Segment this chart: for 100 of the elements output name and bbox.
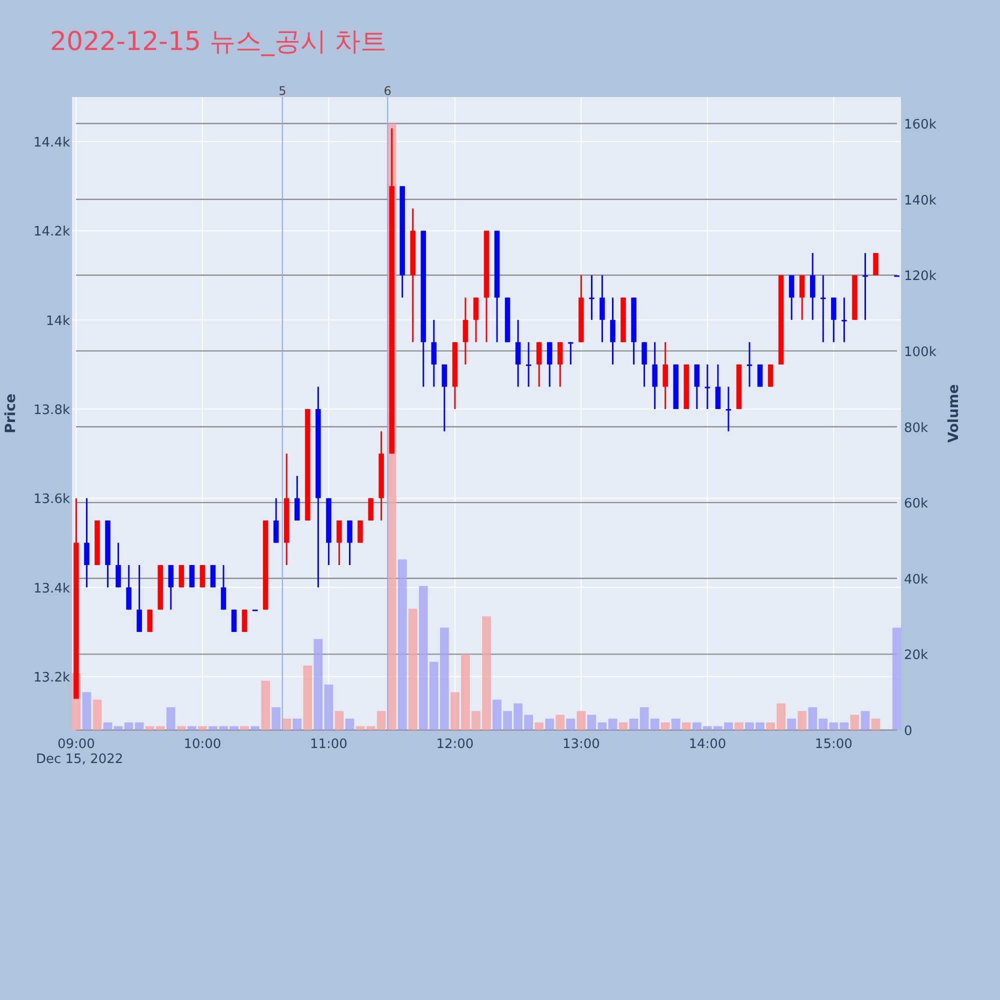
candlestick [273, 497, 279, 544]
candlestick [189, 564, 195, 588]
bar [303, 666, 312, 730]
candlestick [210, 564, 216, 588]
bar [682, 722, 691, 730]
candlestick [368, 497, 374, 522]
candlestick [694, 364, 700, 410]
candlestick [116, 542, 121, 588]
bar [198, 726, 207, 730]
candlestick [178, 564, 184, 588]
bar [618, 722, 628, 730]
y2-tick-label: 140k [904, 193, 937, 208]
bar [660, 722, 670, 730]
bar [587, 714, 596, 730]
y-tick-label: 13.8k [34, 403, 70, 418]
candlestick [831, 296, 836, 343]
bar [598, 722, 607, 730]
bar [608, 718, 618, 730]
bar [640, 707, 649, 730]
bar [292, 718, 302, 730]
bar [798, 711, 807, 730]
x-tick-label: 11:00 [310, 737, 348, 752]
candlestick [136, 564, 142, 633]
bar [376, 711, 386, 730]
bar [103, 722, 112, 730]
bar [188, 726, 196, 730]
bar [134, 722, 144, 730]
candlestick [746, 341, 752, 388]
bar [114, 726, 123, 730]
candlestick [294, 475, 300, 522]
candlestick [662, 341, 668, 410]
bar [324, 684, 334, 730]
ref-line-label: 5 [278, 84, 286, 98]
chart-title: 2022-12-15 뉴스_공시 차트 [50, 27, 387, 57]
y2-axis-title: Volume [946, 384, 962, 443]
bar [314, 639, 323, 730]
bar [629, 718, 638, 730]
y-axis-title: Price [3, 394, 19, 434]
bar [840, 722, 849, 730]
bar [787, 718, 796, 730]
bar [734, 722, 744, 730]
candlestick [84, 497, 90, 588]
candlestick [568, 341, 574, 366]
bar [650, 718, 660, 730]
candlestick [126, 564, 132, 610]
bar [345, 718, 354, 730]
candlestick [526, 341, 532, 388]
bar [576, 711, 586, 730]
bar [534, 722, 544, 730]
y-tick-label: 14.4k [34, 136, 70, 151]
candlestick [842, 296, 847, 343]
candlestick [810, 252, 816, 321]
candlestick [431, 319, 437, 388]
bar [871, 718, 880, 730]
y2-tick-label: 120k [904, 269, 937, 284]
candlestick [757, 364, 763, 388]
y2-tick-label: 60k [904, 496, 929, 512]
bar [408, 608, 418, 730]
candlestick [820, 274, 826, 343]
ref-line-label: 6 [384, 84, 392, 98]
bar [850, 714, 860, 730]
candlestick [147, 608, 152, 633]
bar [566, 718, 576, 730]
y-tick-label: 13.2k [34, 670, 70, 686]
candlestick [600, 274, 605, 343]
bar [166, 707, 176, 730]
y-tick-label: 14.2k [34, 224, 70, 240]
candlestick [515, 319, 521, 388]
candlestick [788, 274, 794, 321]
bar [671, 718, 680, 730]
x-tick-label: 13:00 [562, 737, 600, 752]
candlestick [347, 520, 352, 566]
candlestick [462, 296, 468, 366]
candlestick [610, 296, 616, 366]
candlestick [242, 608, 248, 633]
candlestick [704, 364, 710, 410]
y-tick-label: 13.4k [34, 581, 70, 596]
bar [334, 711, 344, 730]
candlestick [231, 608, 237, 633]
candlestick [589, 274, 594, 321]
y2-tick-label: 40k [904, 572, 929, 588]
bar [892, 628, 902, 730]
bar [124, 722, 134, 730]
x-tick-label: 14:00 [688, 737, 726, 752]
candlestick [862, 252, 868, 321]
bar [250, 726, 260, 730]
bar [398, 559, 407, 730]
x-tick-label: 09:00 [57, 737, 95, 752]
bar [261, 680, 270, 730]
bar [545, 718, 554, 730]
candlestick [726, 386, 732, 432]
candlestick [442, 364, 448, 432]
bar [860, 711, 870, 730]
bar [82, 692, 92, 730]
x-tick-label: 15:00 [814, 737, 852, 752]
y2-tick-label: 100k [904, 344, 937, 360]
candlestick [558, 341, 563, 388]
bar [556, 714, 565, 730]
candlestick [799, 274, 805, 321]
candlestick [768, 364, 774, 388]
